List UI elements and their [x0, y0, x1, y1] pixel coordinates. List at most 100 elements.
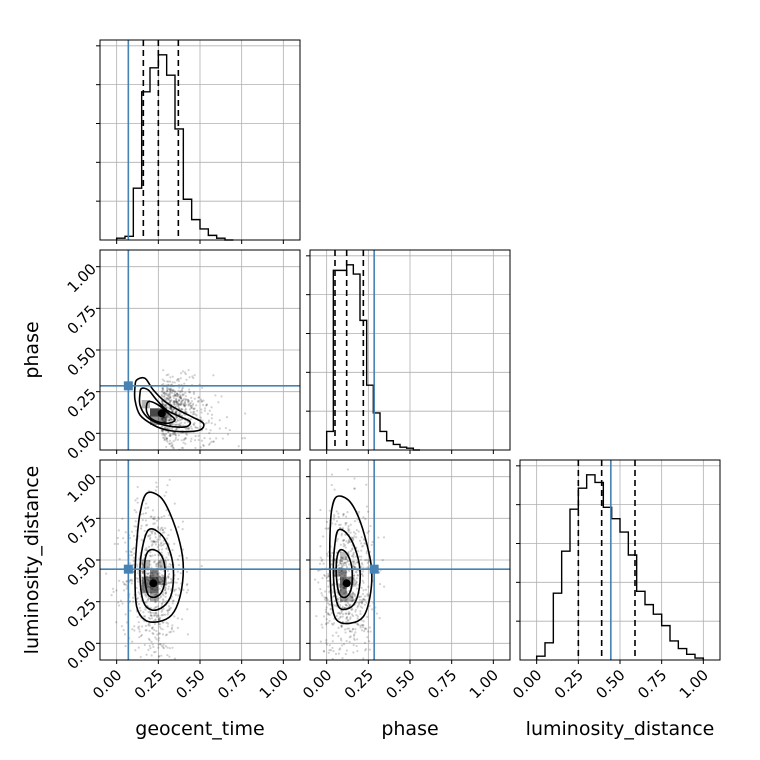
sample-point — [178, 422, 181, 425]
sample-point — [121, 517, 124, 520]
sample-point — [326, 552, 329, 555]
sample-point — [194, 435, 197, 438]
sample-point — [225, 415, 229, 419]
sample-point — [357, 601, 360, 604]
sample-point — [167, 575, 170, 579]
sample-point — [122, 629, 125, 632]
sample-point — [179, 403, 182, 406]
sample-point — [178, 419, 181, 422]
sample-point — [166, 609, 169, 612]
sample-point — [157, 544, 160, 547]
sample-point — [351, 627, 355, 631]
sample-point — [182, 438, 186, 441]
sample-point — [207, 419, 211, 422]
sample-point — [167, 373, 170, 376]
sample-point — [199, 416, 202, 419]
sample-point — [338, 611, 341, 614]
sample-point — [147, 545, 150, 548]
sample-point — [345, 521, 348, 525]
sample-point — [160, 610, 163, 613]
sample-point — [171, 443, 174, 446]
sample-point — [177, 594, 180, 597]
sample-point — [333, 622, 336, 625]
sample-point — [346, 597, 349, 601]
sample-point — [353, 487, 356, 490]
sample-point — [169, 407, 172, 410]
x-tick-label: 0.75 — [424, 666, 460, 702]
sample-point — [347, 612, 351, 616]
sample-point — [116, 542, 120, 546]
sample-point — [189, 411, 193, 414]
sample-point — [152, 522, 155, 525]
density-cell — [150, 568, 159, 577]
sample-point — [325, 641, 328, 644]
sample-point — [179, 418, 182, 421]
sample-point — [319, 640, 322, 643]
sample-point — [342, 538, 346, 542]
sample-point — [202, 403, 205, 407]
sample-point — [352, 554, 355, 557]
sample-point — [151, 554, 154, 557]
sample-point — [160, 584, 163, 588]
sample-point — [352, 531, 356, 534]
sample-point — [182, 404, 186, 407]
sample-point — [325, 638, 328, 642]
sample-point — [363, 641, 367, 644]
sample-point — [180, 618, 184, 621]
sample-point — [148, 638, 151, 642]
sample-point — [176, 626, 179, 629]
sample-point — [197, 438, 200, 442]
sample-point — [164, 589, 167, 592]
sample-point — [344, 533, 347, 536]
sample-point — [174, 405, 177, 408]
sample-point — [196, 409, 199, 412]
sample-point — [353, 519, 357, 523]
sample-point — [195, 404, 198, 407]
sample-point — [323, 598, 327, 601]
sample-point — [338, 571, 342, 574]
density-peak — [149, 579, 158, 588]
density-cell — [340, 568, 347, 577]
sample-point — [354, 532, 357, 535]
sample-point — [345, 620, 348, 624]
sample-point — [307, 592, 309, 594]
sample-point — [136, 615, 139, 619]
sample-point — [344, 631, 347, 634]
sample-point — [185, 591, 188, 594]
sample-point — [339, 616, 342, 619]
sample-point — [183, 401, 187, 404]
sample-point — [175, 401, 178, 404]
sample-point — [192, 392, 196, 395]
sample-point — [327, 651, 330, 654]
sample-point — [156, 633, 159, 636]
sample-point — [203, 436, 206, 440]
sample-point — [161, 429, 164, 432]
sample-point — [348, 612, 351, 615]
sample-point — [356, 650, 359, 653]
sample-point — [157, 563, 160, 566]
sample-point — [168, 419, 172, 422]
sample-point — [173, 390, 176, 393]
sample-point — [146, 599, 149, 602]
sample-point — [169, 393, 172, 396]
sample-point — [203, 407, 207, 410]
sample-point — [366, 531, 369, 534]
sample-point — [124, 583, 128, 586]
sample-point — [339, 647, 342, 650]
sample-point — [143, 529, 146, 532]
sample-point — [164, 613, 167, 616]
histogram-step — [115, 54, 234, 241]
sample-point — [342, 542, 345, 546]
sample-point — [354, 608, 357, 611]
sample-point — [192, 411, 195, 414]
sample-point — [327, 613, 330, 616]
sample-point — [183, 397, 186, 400]
density-cell — [340, 576, 347, 585]
sample-point — [175, 427, 179, 431]
x-tick-label: 1.00 — [256, 666, 292, 702]
sample-point — [367, 594, 370, 597]
sample-point — [179, 572, 182, 575]
sample-point — [153, 554, 157, 557]
sample-point — [191, 413, 194, 416]
sample-point — [354, 562, 357, 565]
